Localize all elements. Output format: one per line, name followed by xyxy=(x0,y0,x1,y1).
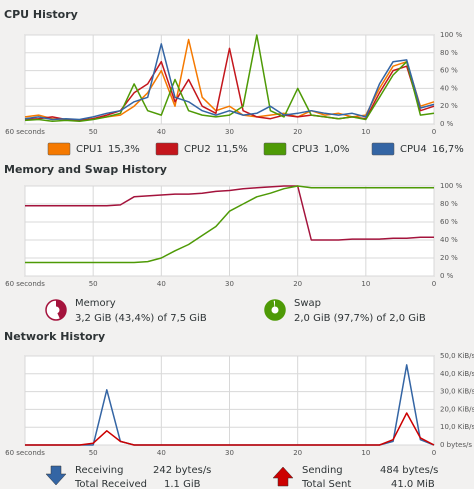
x-tick-label: 10 xyxy=(361,128,370,136)
section-title: Network History xyxy=(4,330,105,343)
legend-name: CPU2 xyxy=(184,144,211,155)
y-tick-label: 40 % xyxy=(440,236,458,244)
section-title: CPU History xyxy=(4,8,78,21)
series-line xyxy=(24,43,435,121)
x-tick-label: 60 seconds xyxy=(5,449,45,457)
legend-rate: 484 bytes/s xyxy=(380,465,438,476)
legend-total-label: Total Sent xyxy=(301,479,351,489)
x-tick-label: 20 xyxy=(293,449,302,457)
legend-total: 41.0 MiB xyxy=(391,479,435,489)
legend-name: CPU3 xyxy=(292,144,319,155)
y-tick-label: 80 % xyxy=(440,200,458,208)
y-tick-label: 10,0 KiB/s xyxy=(440,423,474,431)
legend-name: Sending xyxy=(302,465,343,476)
y-tick-label: 60 % xyxy=(440,67,458,75)
legend-name: Memory xyxy=(75,298,116,309)
legend-value: 11,5% xyxy=(216,144,248,155)
legend-total: 1.1 GiB xyxy=(164,479,201,489)
legend-value: 1,0% xyxy=(324,144,349,155)
x-tick-label: 50 xyxy=(89,128,98,136)
x-tick-label: 30 xyxy=(225,280,234,288)
legend-name: CPU4 xyxy=(400,144,427,155)
series-line xyxy=(25,185,434,264)
legend-rate: 242 bytes/s xyxy=(153,465,211,476)
legend-value: 16,7% xyxy=(432,144,464,155)
x-tick-label: 0 xyxy=(432,449,436,457)
y-tick-label: 100 % xyxy=(440,182,463,190)
y-tick-label: 0 % xyxy=(440,120,454,128)
x-tick-label: 50 xyxy=(89,449,98,457)
legend-detail: 3,2 GiB (43,4%) of 7,5 GiB xyxy=(75,313,207,324)
y-tick-label: 20 % xyxy=(440,254,458,262)
legend-swatch[interactable] xyxy=(263,142,287,156)
y-tick-label: 100 % xyxy=(440,31,463,39)
y-tick-label: 20,0 KiB/s xyxy=(440,405,474,413)
x-tick-label: 30 xyxy=(225,128,234,136)
legend-total-label: Total Received xyxy=(74,479,147,489)
y-tick-label: 60 % xyxy=(440,218,458,226)
y-tick-label: 40,0 KiB/s xyxy=(440,370,474,378)
y-tick-label: 0 % xyxy=(440,272,454,280)
direction-icon xyxy=(272,466,294,487)
y-tick-label: 80 % xyxy=(440,49,458,57)
x-tick-label: 20 xyxy=(293,128,302,136)
x-tick-label: 50 xyxy=(89,280,98,288)
y-tick-label: 30,0 KiB/s xyxy=(440,388,474,396)
x-tick-label: 10 xyxy=(361,280,370,288)
legend-name: CPU1 xyxy=(76,144,103,155)
direction-icon xyxy=(45,465,67,486)
legend-swatch[interactable] xyxy=(371,142,395,156)
usage-pie-hole xyxy=(271,306,279,314)
x-tick-label: 40 xyxy=(157,128,166,136)
usage-pie xyxy=(56,300,66,320)
x-tick-label: 20 xyxy=(293,280,302,288)
legend-swatch[interactable] xyxy=(47,142,71,156)
legend-name: Receiving xyxy=(75,465,123,476)
x-tick-label: 0 xyxy=(432,128,436,136)
legend-detail: 2,0 GiB (97,7%) of 2,0 GiB xyxy=(294,313,426,324)
x-tick-label: 60 seconds xyxy=(5,280,45,288)
legend-value: 15,3% xyxy=(108,144,140,155)
section-title: Memory and Swap History xyxy=(4,163,167,176)
y-tick-label: 0 bytes/s xyxy=(440,441,472,449)
series-line xyxy=(25,185,434,241)
x-tick-label: 30 xyxy=(225,449,234,457)
x-tick-label: 10 xyxy=(361,449,370,457)
legend-name: Swap xyxy=(294,298,321,309)
series-line xyxy=(25,412,435,446)
x-tick-label: 40 xyxy=(157,449,166,457)
y-tick-label: 20 % xyxy=(440,102,458,110)
x-tick-label: 0 xyxy=(432,280,436,288)
usage-pie-hole xyxy=(52,306,60,314)
y-tick-label: 40 % xyxy=(440,84,458,92)
x-tick-label: 40 xyxy=(157,280,166,288)
y-tick-label: 50,0 KiB/s xyxy=(440,352,474,360)
legend-swatch[interactable] xyxy=(155,142,179,156)
x-tick-label: 60 seconds xyxy=(5,128,45,136)
series-line xyxy=(24,34,435,123)
